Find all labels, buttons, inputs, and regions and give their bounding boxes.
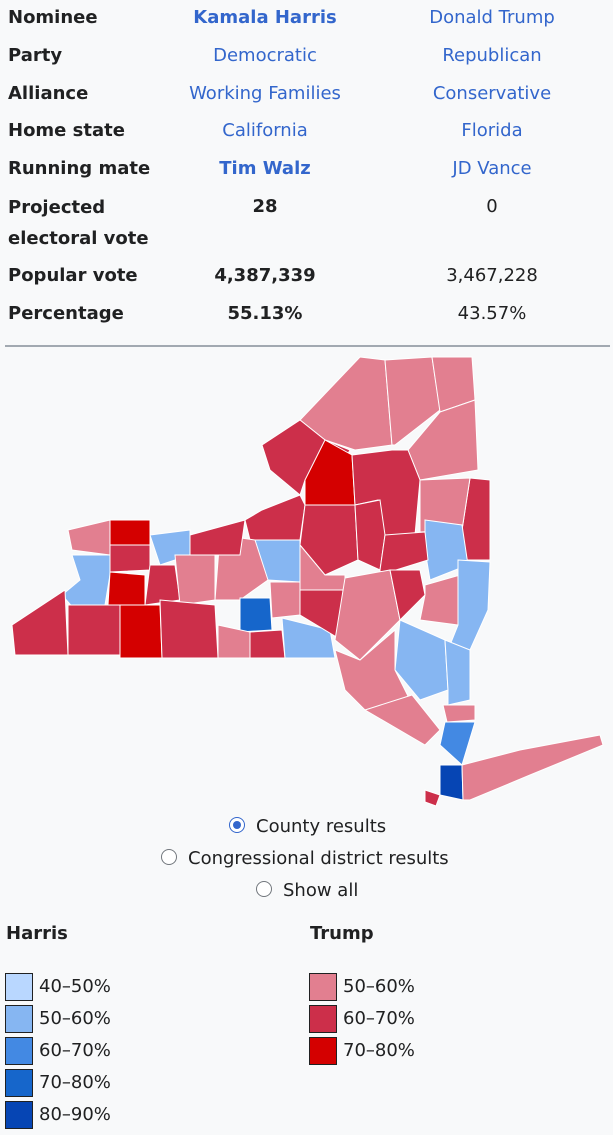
legend-swatch [5,1069,33,1097]
legend-swatch [5,973,33,1001]
radio-label[interactable]: Show all [283,880,359,901]
running-mate-link[interactable]: JD Vance [452,158,532,179]
percentage: 55.13% [227,303,303,324]
legend-label: 80–90% [39,1104,111,1125]
row-label: Projected electoral vote [8,197,149,249]
row-label: Party [8,45,63,66]
legend-label: 40–50% [39,976,111,997]
running-mate-link[interactable]: Tim Walz [219,158,311,179]
legend-swatch [5,1101,33,1129]
legend-swatch [309,973,337,1001]
electoral-vote: 28 [252,196,278,217]
legend-swatch [5,1037,33,1065]
legend-swatch [309,1037,337,1065]
legend-swatch [5,1005,33,1033]
legend-title: Trump [310,923,374,944]
alliance-link[interactable]: Working Families [189,83,341,104]
divider [5,345,610,347]
row-label: Popular vote [8,265,138,286]
radio-button[interactable] [256,881,272,897]
percentage: 43.57% [457,303,527,324]
legend-label: 60–70% [343,1008,415,1029]
state-link[interactable]: Florida [461,120,523,141]
party-link[interactable]: Democratic [213,45,317,66]
radio-label[interactable]: County results [256,816,387,837]
alliance-link[interactable]: Conservative [432,83,552,104]
electoral-vote: 0 [486,196,498,217]
radio-button[interactable] [161,849,177,865]
row-label: Running mate [8,158,151,179]
popular-vote: 4,387,339 [214,265,316,286]
radio-button[interactable] [229,817,245,833]
popular-vote: 3,467,228 [446,265,538,286]
legend-label: 70–80% [343,1040,415,1061]
county-map[interactable] [0,0,613,820]
row-label: Percentage [8,303,124,324]
legend-label: 50–60% [39,1008,111,1029]
row-label: Nominee [8,7,98,28]
legend-swatch [309,1005,337,1033]
radio-label[interactable]: Congressional district results [188,848,449,869]
party-link[interactable]: Republican [442,45,542,66]
legend-label: 70–80% [39,1072,111,1093]
candidate-link[interactable]: Kamala Harris [193,7,337,28]
candidate-link[interactable]: Donald Trump [429,7,555,28]
legend-label: 60–70% [39,1040,111,1061]
row-label: Home state [8,120,125,141]
legend-title: Harris [6,923,68,944]
row-label: Alliance [8,83,89,104]
legend-label: 50–60% [343,976,415,997]
state-link[interactable]: California [222,120,308,141]
